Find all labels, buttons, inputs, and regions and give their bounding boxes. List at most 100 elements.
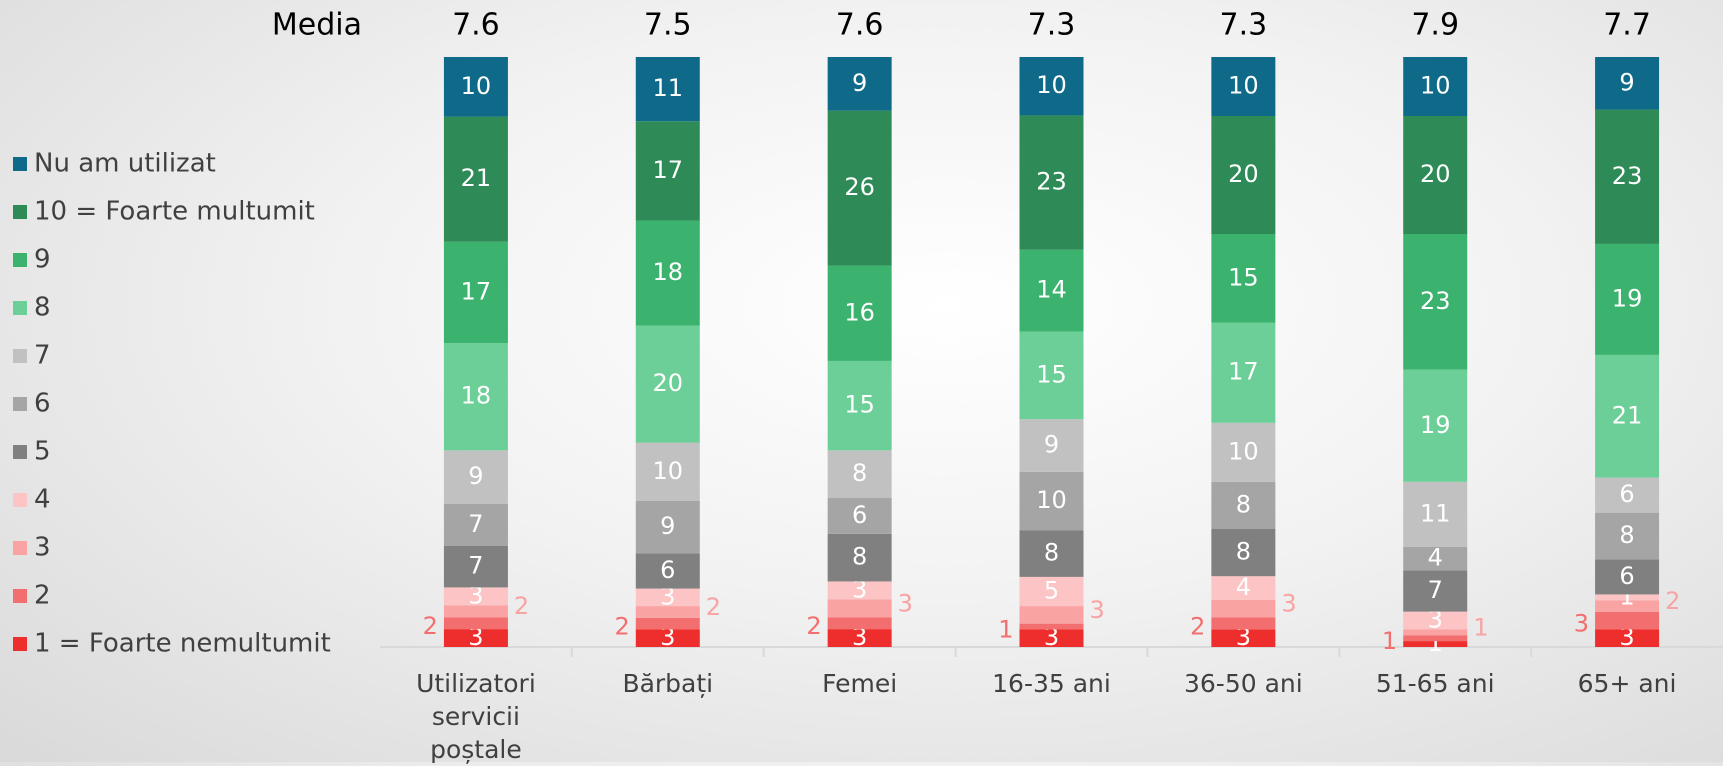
data-label: 6 — [1619, 562, 1634, 590]
data-label: 7 — [468, 510, 483, 538]
mean-value: 7.6 — [836, 8, 884, 43]
data-label: 17 — [1228, 358, 1259, 386]
data-label: 14 — [1036, 276, 1067, 304]
data-label: 15 — [1228, 263, 1259, 291]
legend-swatch — [13, 493, 27, 507]
data-label: 20 — [1420, 160, 1451, 188]
data-label: 10 — [1228, 72, 1259, 100]
legend-label: 9 — [34, 245, 51, 275]
data-label: 8 — [1236, 538, 1251, 566]
bar-segment — [827, 57, 892, 111]
bar-segment — [1019, 629, 1084, 647]
legend-label: 2 — [34, 581, 51, 611]
data-label: 9 — [468, 462, 483, 490]
data-label: 10 — [1036, 71, 1067, 99]
data-label: 3 — [1574, 610, 1589, 638]
bar-segment — [1211, 481, 1276, 529]
bar-segment — [443, 617, 508, 630]
mean-value: 7.9 — [1411, 8, 1459, 43]
bar-segment — [443, 57, 508, 117]
data-label: 17 — [461, 277, 492, 305]
bar-segment — [635, 588, 700, 607]
data-label: 7 — [1428, 576, 1443, 604]
bar-segment — [1403, 57, 1468, 116]
data-label: 2 — [1665, 587, 1680, 615]
legend-label: 1 = Foarte nemultumit — [34, 629, 331, 659]
mean-value: 7.7 — [1603, 8, 1651, 43]
bar-segment — [635, 553, 700, 589]
bar-segment — [443, 629, 508, 647]
mean-label: Media — [272, 8, 362, 43]
bar-segment — [635, 220, 700, 326]
bar-segment — [827, 533, 892, 582]
bar-segment — [635, 442, 700, 501]
legend-swatch — [13, 541, 27, 555]
data-label: 21 — [461, 164, 492, 192]
bar-segment — [443, 343, 508, 451]
data-label: 9 — [1619, 68, 1634, 96]
bar-segment — [827, 629, 892, 647]
data-label: 2 — [514, 592, 529, 620]
legend-swatch — [13, 205, 27, 219]
bar-segment — [1595, 594, 1660, 601]
legend-swatch — [13, 397, 27, 411]
data-label: 3 — [852, 575, 867, 603]
x-tick-label: Bărbați — [622, 669, 714, 698]
legend-swatch — [13, 253, 27, 267]
data-label: 1 — [1382, 627, 1397, 655]
data-label: 3 — [660, 623, 675, 651]
mean-value: 7.6 — [452, 8, 500, 43]
bar-segment — [443, 116, 508, 242]
data-label: 8 — [852, 459, 867, 487]
bar-segment — [1403, 635, 1468, 642]
bar-segment — [1403, 641, 1468, 647]
data-label: 4 — [1236, 573, 1251, 601]
legend-swatch — [13, 157, 27, 171]
data-label: 18 — [653, 258, 684, 286]
legend-label: Nu am utilizat — [34, 149, 216, 179]
bar-segment — [1211, 629, 1276, 647]
x-tick-label: Femei — [822, 669, 898, 698]
bar-segment — [635, 325, 700, 443]
bar-segment — [443, 241, 508, 344]
data-label: 8 — [1619, 521, 1634, 549]
bar-segment — [1211, 57, 1276, 116]
data-label: 9 — [660, 512, 675, 540]
bar-segment — [635, 629, 700, 647]
data-label: 17 — [653, 156, 684, 184]
bar-segment — [1019, 331, 1084, 420]
bar-segment — [1019, 530, 1084, 577]
bar-segment — [1019, 249, 1084, 332]
legend-swatch — [13, 301, 27, 315]
data-label: 5 — [1044, 577, 1059, 605]
legend-label: 6 — [34, 389, 51, 419]
data-label: 16 — [844, 298, 875, 326]
data-label: 4 — [1428, 544, 1443, 572]
bar-segment — [635, 500, 700, 554]
legend-swatch — [13, 445, 27, 459]
bar-segment — [1211, 617, 1276, 630]
bar-segment — [443, 605, 508, 618]
mean-value: 7.5 — [644, 8, 692, 43]
data-label: 3 — [1044, 623, 1059, 651]
bar-segment — [827, 360, 892, 451]
data-label: 2 — [615, 613, 630, 641]
data-label: 18 — [461, 382, 492, 410]
bar-segment — [1595, 243, 1660, 355]
legend-label: 5 — [34, 437, 51, 467]
bar-segment — [1595, 600, 1660, 612]
x-tick-label: 36-50 ani — [1183, 669, 1303, 698]
bar-segment — [1595, 512, 1660, 560]
data-label: 6 — [1619, 480, 1634, 508]
data-label: 3 — [660, 582, 675, 610]
bar-segment — [443, 545, 508, 588]
data-label: 1 — [1473, 613, 1488, 641]
data-label: 3 — [1428, 605, 1443, 633]
bar-segment — [1211, 234, 1276, 323]
bar-segment — [1403, 546, 1468, 571]
data-label: 15 — [844, 391, 875, 419]
x-tick-label: Utilizatori servicii poștale — [416, 669, 536, 764]
data-label: 8 — [852, 543, 867, 571]
data-label: 2 — [806, 612, 821, 640]
legend-label: 7 — [34, 341, 51, 371]
